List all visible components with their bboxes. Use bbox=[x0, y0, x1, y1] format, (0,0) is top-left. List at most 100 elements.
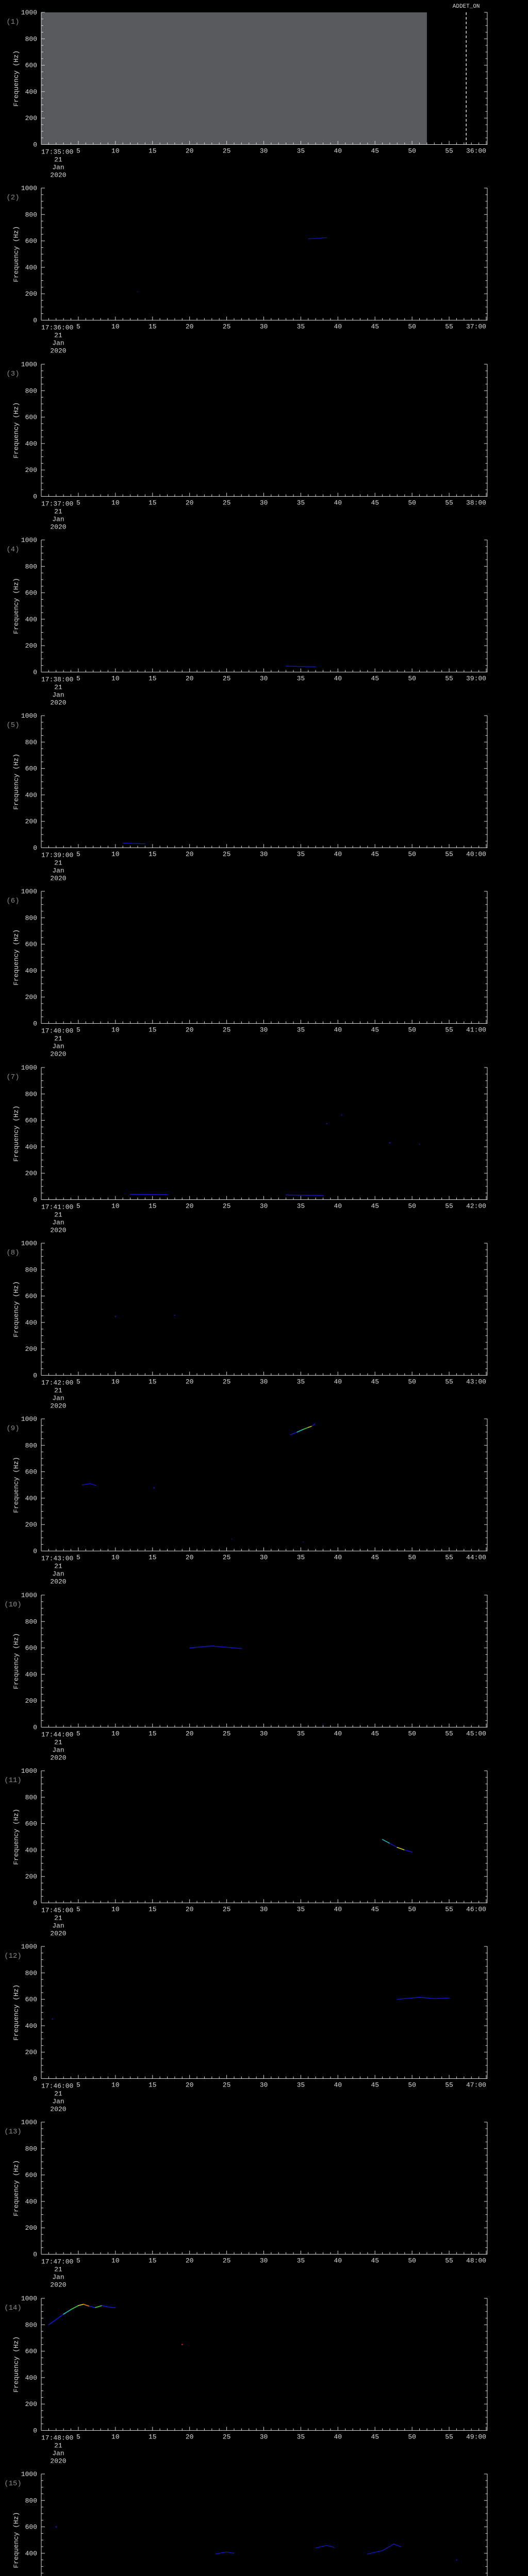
svg-text:45: 45 bbox=[371, 1905, 379, 1913]
svg-text:Frequency (Hz): Frequency (Hz) bbox=[12, 50, 20, 107]
svg-text:600: 600 bbox=[25, 1996, 37, 2004]
svg-text:600: 600 bbox=[25, 62, 37, 70]
svg-text:55: 55 bbox=[445, 1202, 453, 1210]
svg-text:49:00: 49:00 bbox=[466, 2433, 486, 2441]
svg-text:0: 0 bbox=[33, 1020, 37, 1028]
svg-text:30: 30 bbox=[260, 851, 268, 858]
svg-text:1000: 1000 bbox=[21, 1415, 37, 1423]
svg-text:5: 5 bbox=[76, 1730, 80, 1737]
svg-text:5: 5 bbox=[76, 1026, 80, 1034]
svg-text:Jan: Jan bbox=[52, 1218, 64, 1226]
svg-text:21: 21 bbox=[54, 1211, 62, 1218]
svg-text:30: 30 bbox=[260, 323, 268, 331]
svg-text:200: 200 bbox=[25, 1873, 37, 1880]
svg-text:600: 600 bbox=[25, 941, 37, 948]
svg-text:400: 400 bbox=[25, 264, 37, 272]
svg-text:50: 50 bbox=[408, 1378, 416, 1385]
svg-text:800: 800 bbox=[25, 1442, 37, 1450]
svg-text:600: 600 bbox=[25, 1820, 37, 1827]
svg-text:25: 25 bbox=[223, 2433, 231, 2441]
svg-text:Jan: Jan bbox=[52, 515, 64, 523]
svg-text:0: 0 bbox=[33, 844, 37, 852]
svg-text:Jan: Jan bbox=[52, 1043, 64, 1050]
svg-text:45: 45 bbox=[371, 851, 379, 858]
svg-text:200: 200 bbox=[25, 642, 37, 650]
svg-text:21: 21 bbox=[54, 1386, 62, 1394]
svg-text:800: 800 bbox=[25, 2497, 37, 2504]
svg-text:0: 0 bbox=[33, 493, 37, 500]
svg-text:5: 5 bbox=[76, 851, 80, 858]
svg-text:400: 400 bbox=[25, 1495, 37, 1502]
svg-text:10: 10 bbox=[111, 2081, 120, 2089]
svg-text:17:45:00: 17:45:00 bbox=[41, 1906, 73, 1914]
svg-text:40: 40 bbox=[334, 2257, 342, 2265]
svg-text:Frequency (Hz): Frequency (Hz) bbox=[12, 1985, 20, 2041]
svg-text:20: 20 bbox=[186, 1378, 194, 1385]
svg-text:15: 15 bbox=[148, 1202, 157, 1210]
svg-text:10: 10 bbox=[111, 851, 120, 858]
svg-text:Frequency (Hz): Frequency (Hz) bbox=[12, 578, 20, 634]
svg-text:Frequency (Hz): Frequency (Hz) bbox=[12, 2512, 20, 2568]
svg-text:55: 55 bbox=[445, 1554, 453, 1562]
svg-text:25: 25 bbox=[223, 1554, 231, 1562]
svg-text:200: 200 bbox=[25, 114, 37, 122]
svg-text:Jan: Jan bbox=[52, 163, 64, 171]
svg-text:Frequency (Hz): Frequency (Hz) bbox=[12, 1281, 20, 1337]
svg-text:45: 45 bbox=[371, 674, 379, 682]
svg-text:10: 10 bbox=[111, 1378, 120, 1385]
svg-text:1000: 1000 bbox=[21, 1064, 37, 1072]
svg-text:800: 800 bbox=[25, 738, 37, 746]
svg-text:45: 45 bbox=[371, 1378, 379, 1385]
svg-text:0: 0 bbox=[33, 2251, 37, 2259]
svg-text:(2): (2) bbox=[6, 194, 19, 202]
svg-text:21: 21 bbox=[54, 683, 62, 691]
svg-text:40: 40 bbox=[334, 851, 342, 858]
svg-text:400: 400 bbox=[25, 1846, 37, 1854]
svg-text:1000: 1000 bbox=[21, 2470, 37, 2478]
svg-text:30: 30 bbox=[260, 1554, 268, 1562]
svg-text:30: 30 bbox=[260, 499, 268, 506]
svg-text:35: 35 bbox=[297, 147, 305, 155]
svg-text:55: 55 bbox=[445, 323, 453, 331]
svg-text:30: 30 bbox=[260, 1378, 268, 1385]
svg-text:1000: 1000 bbox=[21, 2295, 37, 2302]
svg-text:25: 25 bbox=[223, 1730, 231, 1737]
svg-text:400: 400 bbox=[25, 1143, 37, 1151]
svg-text:5: 5 bbox=[76, 323, 80, 331]
svg-text:55: 55 bbox=[445, 1905, 453, 1913]
svg-text:(9): (9) bbox=[6, 1425, 19, 1433]
svg-text:40: 40 bbox=[334, 499, 342, 506]
svg-text:200: 200 bbox=[25, 2225, 37, 2232]
svg-text:1000: 1000 bbox=[21, 1943, 37, 1951]
svg-text:0: 0 bbox=[33, 1899, 37, 1907]
svg-text:0: 0 bbox=[33, 1548, 37, 1555]
svg-text:15: 15 bbox=[148, 2433, 157, 2441]
svg-text:45:00: 45:00 bbox=[466, 1730, 486, 1737]
svg-text:Jan: Jan bbox=[52, 1394, 64, 1402]
svg-text:1000: 1000 bbox=[21, 1767, 37, 1775]
svg-text:Frequency (Hz): Frequency (Hz) bbox=[12, 2160, 20, 2216]
svg-text:40: 40 bbox=[334, 1202, 342, 1210]
svg-text:5: 5 bbox=[76, 674, 80, 682]
svg-text:50: 50 bbox=[408, 851, 416, 858]
svg-text:200: 200 bbox=[25, 466, 37, 474]
svg-text:50: 50 bbox=[408, 1202, 416, 1210]
svg-text:35: 35 bbox=[297, 674, 305, 682]
svg-text:38:00: 38:00 bbox=[466, 499, 486, 506]
svg-text:20: 20 bbox=[186, 851, 194, 858]
svg-text:Frequency (Hz): Frequency (Hz) bbox=[12, 1633, 20, 1689]
svg-text:800: 800 bbox=[25, 563, 37, 570]
svg-text:21: 21 bbox=[54, 507, 62, 515]
svg-text:17:36:00: 17:36:00 bbox=[41, 324, 73, 332]
svg-text:45: 45 bbox=[371, 1554, 379, 1562]
svg-text:(8): (8) bbox=[6, 1249, 19, 1257]
svg-text:45: 45 bbox=[371, 2433, 379, 2441]
svg-text:30: 30 bbox=[260, 1905, 268, 1913]
svg-text:21: 21 bbox=[54, 1563, 62, 1570]
svg-text:(15): (15) bbox=[4, 2480, 22, 2488]
svg-text:21: 21 bbox=[54, 859, 62, 867]
svg-text:400: 400 bbox=[25, 439, 37, 447]
svg-text:1000: 1000 bbox=[21, 536, 37, 544]
svg-text:20: 20 bbox=[186, 1026, 194, 1034]
svg-text:0: 0 bbox=[33, 1723, 37, 1731]
